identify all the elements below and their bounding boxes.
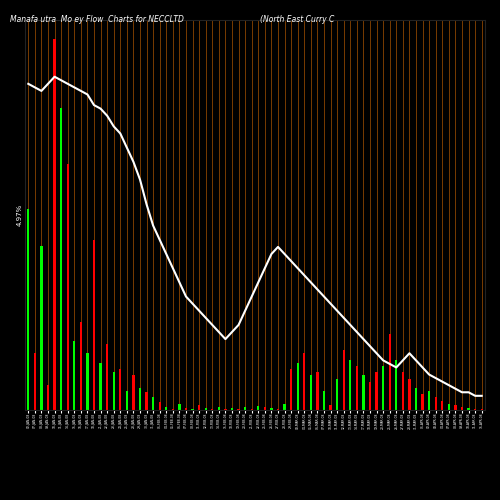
Bar: [310, 376, 312, 410]
Bar: [178, 404, 180, 410]
Bar: [356, 366, 358, 410]
Bar: [323, 391, 325, 410]
Bar: [474, 408, 476, 410]
Bar: [342, 350, 345, 410]
Y-axis label: 4.97%: 4.97%: [16, 204, 22, 226]
Bar: [316, 372, 318, 410]
Bar: [34, 354, 36, 410]
Bar: [362, 376, 364, 410]
Bar: [257, 406, 260, 410]
Bar: [224, 408, 226, 410]
Bar: [54, 38, 56, 410]
Bar: [119, 369, 122, 410]
Bar: [349, 360, 352, 410]
Text: (North East Curry C: (North East Curry C: [260, 15, 334, 24]
Bar: [336, 378, 338, 410]
Bar: [139, 388, 141, 410]
Bar: [80, 322, 82, 410]
Bar: [428, 391, 430, 410]
Bar: [93, 240, 95, 410]
Bar: [270, 408, 272, 410]
Bar: [60, 108, 62, 410]
Bar: [198, 405, 200, 410]
Bar: [47, 385, 49, 410]
Bar: [402, 372, 404, 410]
Bar: [408, 378, 410, 410]
Bar: [146, 392, 148, 410]
Bar: [73, 341, 76, 410]
Bar: [277, 408, 279, 410]
Bar: [66, 164, 69, 410]
Text: Manafa utra  Mo ey Flow  Charts for NECCLTD: Manafa utra Mo ey Flow Charts for NECCLT…: [10, 15, 184, 24]
Bar: [132, 376, 134, 410]
Bar: [106, 344, 108, 410]
Bar: [218, 407, 220, 410]
Bar: [250, 408, 253, 410]
Bar: [388, 334, 391, 410]
Bar: [434, 398, 437, 410]
Bar: [415, 388, 417, 410]
Bar: [158, 402, 161, 410]
Bar: [112, 372, 115, 410]
Bar: [126, 391, 128, 410]
Bar: [461, 407, 463, 410]
Bar: [395, 360, 398, 410]
Bar: [296, 363, 299, 410]
Bar: [165, 408, 168, 410]
Bar: [468, 408, 469, 410]
Bar: [290, 369, 292, 410]
Bar: [303, 354, 306, 410]
Bar: [27, 208, 30, 410]
Bar: [376, 372, 378, 410]
Bar: [231, 408, 233, 410]
Bar: [244, 408, 246, 410]
Bar: [330, 405, 332, 410]
Bar: [448, 404, 450, 410]
Bar: [172, 408, 174, 410]
Bar: [382, 366, 384, 410]
Bar: [86, 354, 88, 410]
Bar: [454, 405, 456, 410]
Bar: [369, 382, 371, 410]
Bar: [422, 394, 424, 410]
Bar: [185, 408, 187, 410]
Bar: [441, 400, 444, 410]
Bar: [152, 398, 154, 410]
Bar: [204, 408, 207, 410]
Bar: [40, 246, 42, 410]
Bar: [284, 404, 286, 410]
Bar: [100, 363, 102, 410]
Bar: [264, 408, 266, 410]
